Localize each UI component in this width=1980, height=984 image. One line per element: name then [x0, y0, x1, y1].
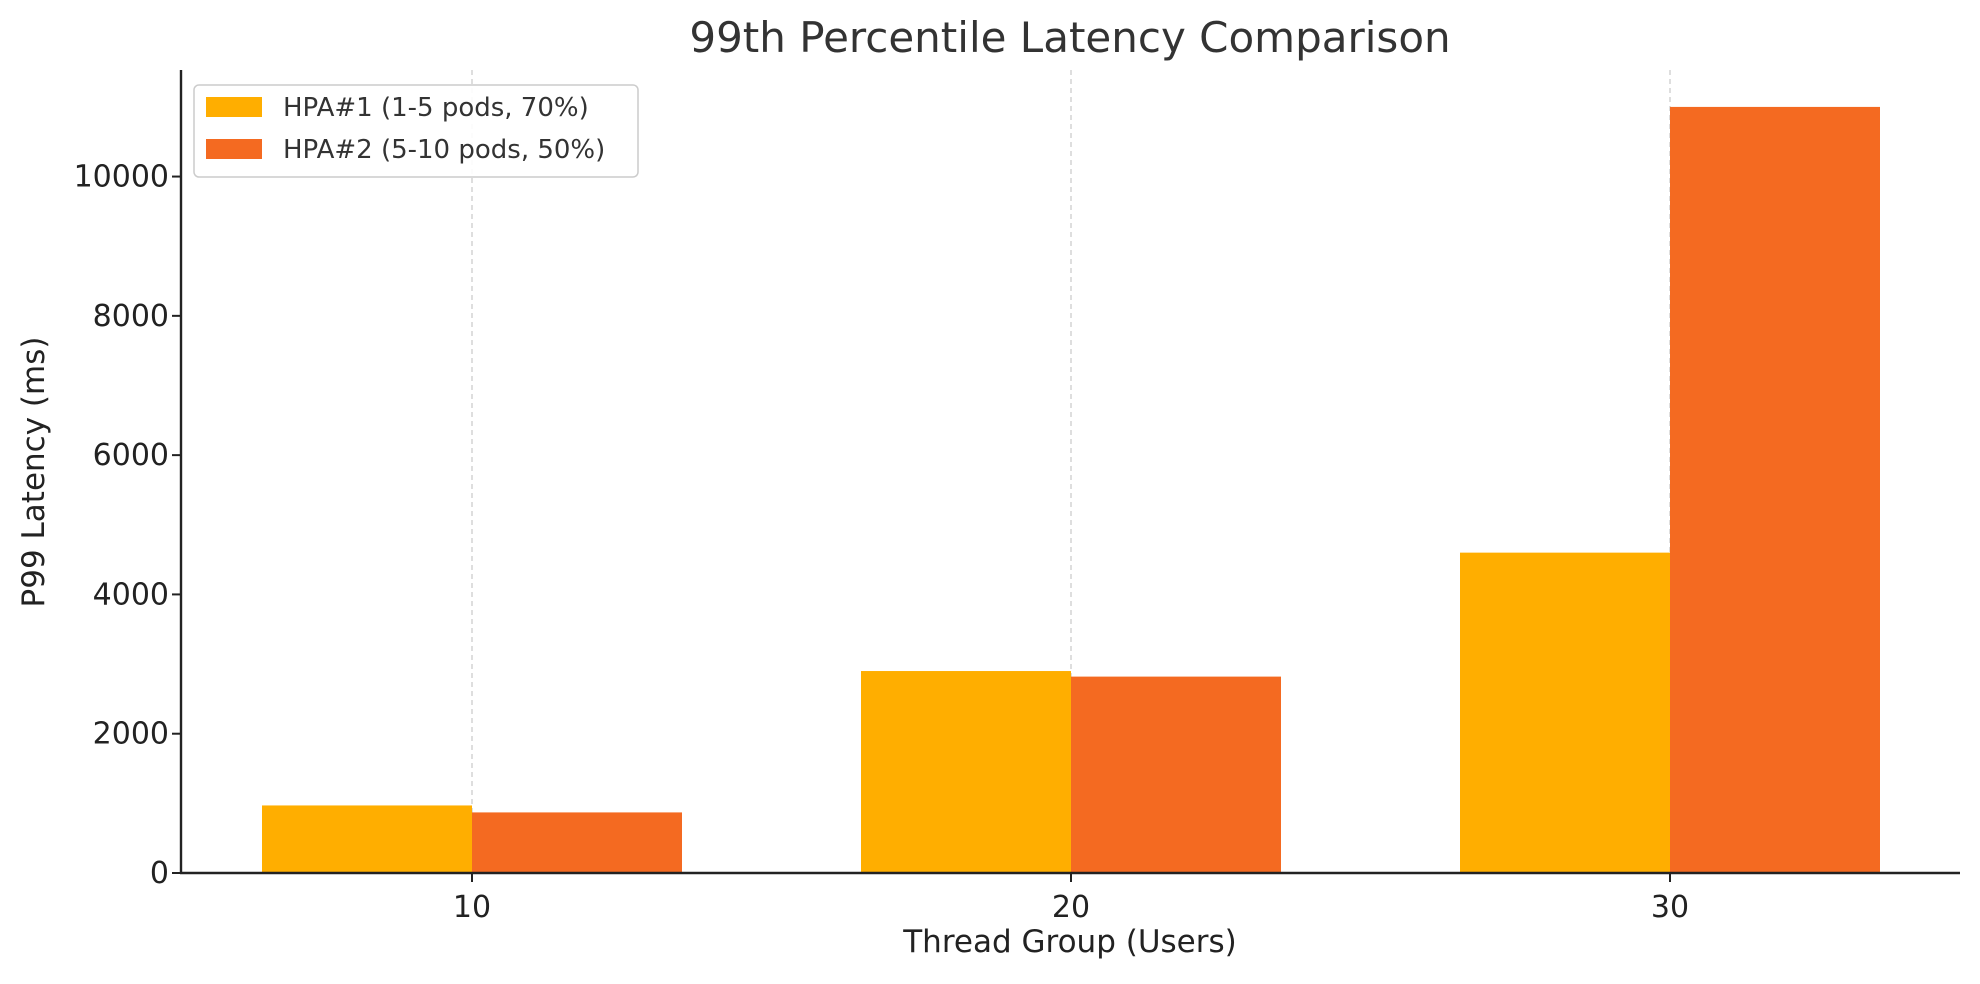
- y-tick-label: 2000: [93, 717, 169, 752]
- bars: [262, 106, 1880, 873]
- bar-hpa-1-1-5-pods-70--30: [1460, 552, 1670, 873]
- y-tick-label: 10000: [74, 160, 169, 195]
- legend-label: HPA#1 (1-5 pods, 70%): [283, 93, 589, 123]
- x-tick-label: 30: [1651, 890, 1689, 925]
- bar-hpa-1-1-5-pods-70--20: [861, 671, 1071, 873]
- bar-hpa-2-5-10-pods-50--20: [1071, 676, 1281, 873]
- bar-hpa-2-5-10-pods-50--30: [1670, 106, 1880, 873]
- x-axis-label: Thread Group (Users): [902, 924, 1236, 960]
- legend-box: [193, 84, 639, 178]
- y-tick-label: 4000: [93, 577, 169, 612]
- legend: HPA#1 (1-5 pods, 70%) HPA#2 (5-10 pods, 5…: [193, 84, 639, 178]
- y-tick-label: 0: [150, 856, 169, 891]
- axes: 0 2000 4000 6000 8000 10000 10 20 30: [74, 70, 1960, 925]
- y-tick-label: 8000: [93, 299, 169, 334]
- bar-hpa-2-5-10-pods-50--10: [472, 812, 682, 873]
- y-axis-label: P99 Latency (ms): [16, 337, 52, 608]
- y-tick-label: 6000: [93, 438, 169, 473]
- chart-title: 99th Percentile Latency Comparison: [689, 13, 1450, 62]
- x-tick-label: 20: [1052, 890, 1090, 925]
- legend-swatch: [206, 97, 262, 117]
- legend-swatch: [206, 139, 262, 159]
- x-tick-label: 10: [453, 890, 491, 925]
- legend-label: HPA#2 (5-10 pods, 50%): [283, 135, 605, 165]
- bar-hpa-1-1-5-pods-70--10: [262, 805, 472, 873]
